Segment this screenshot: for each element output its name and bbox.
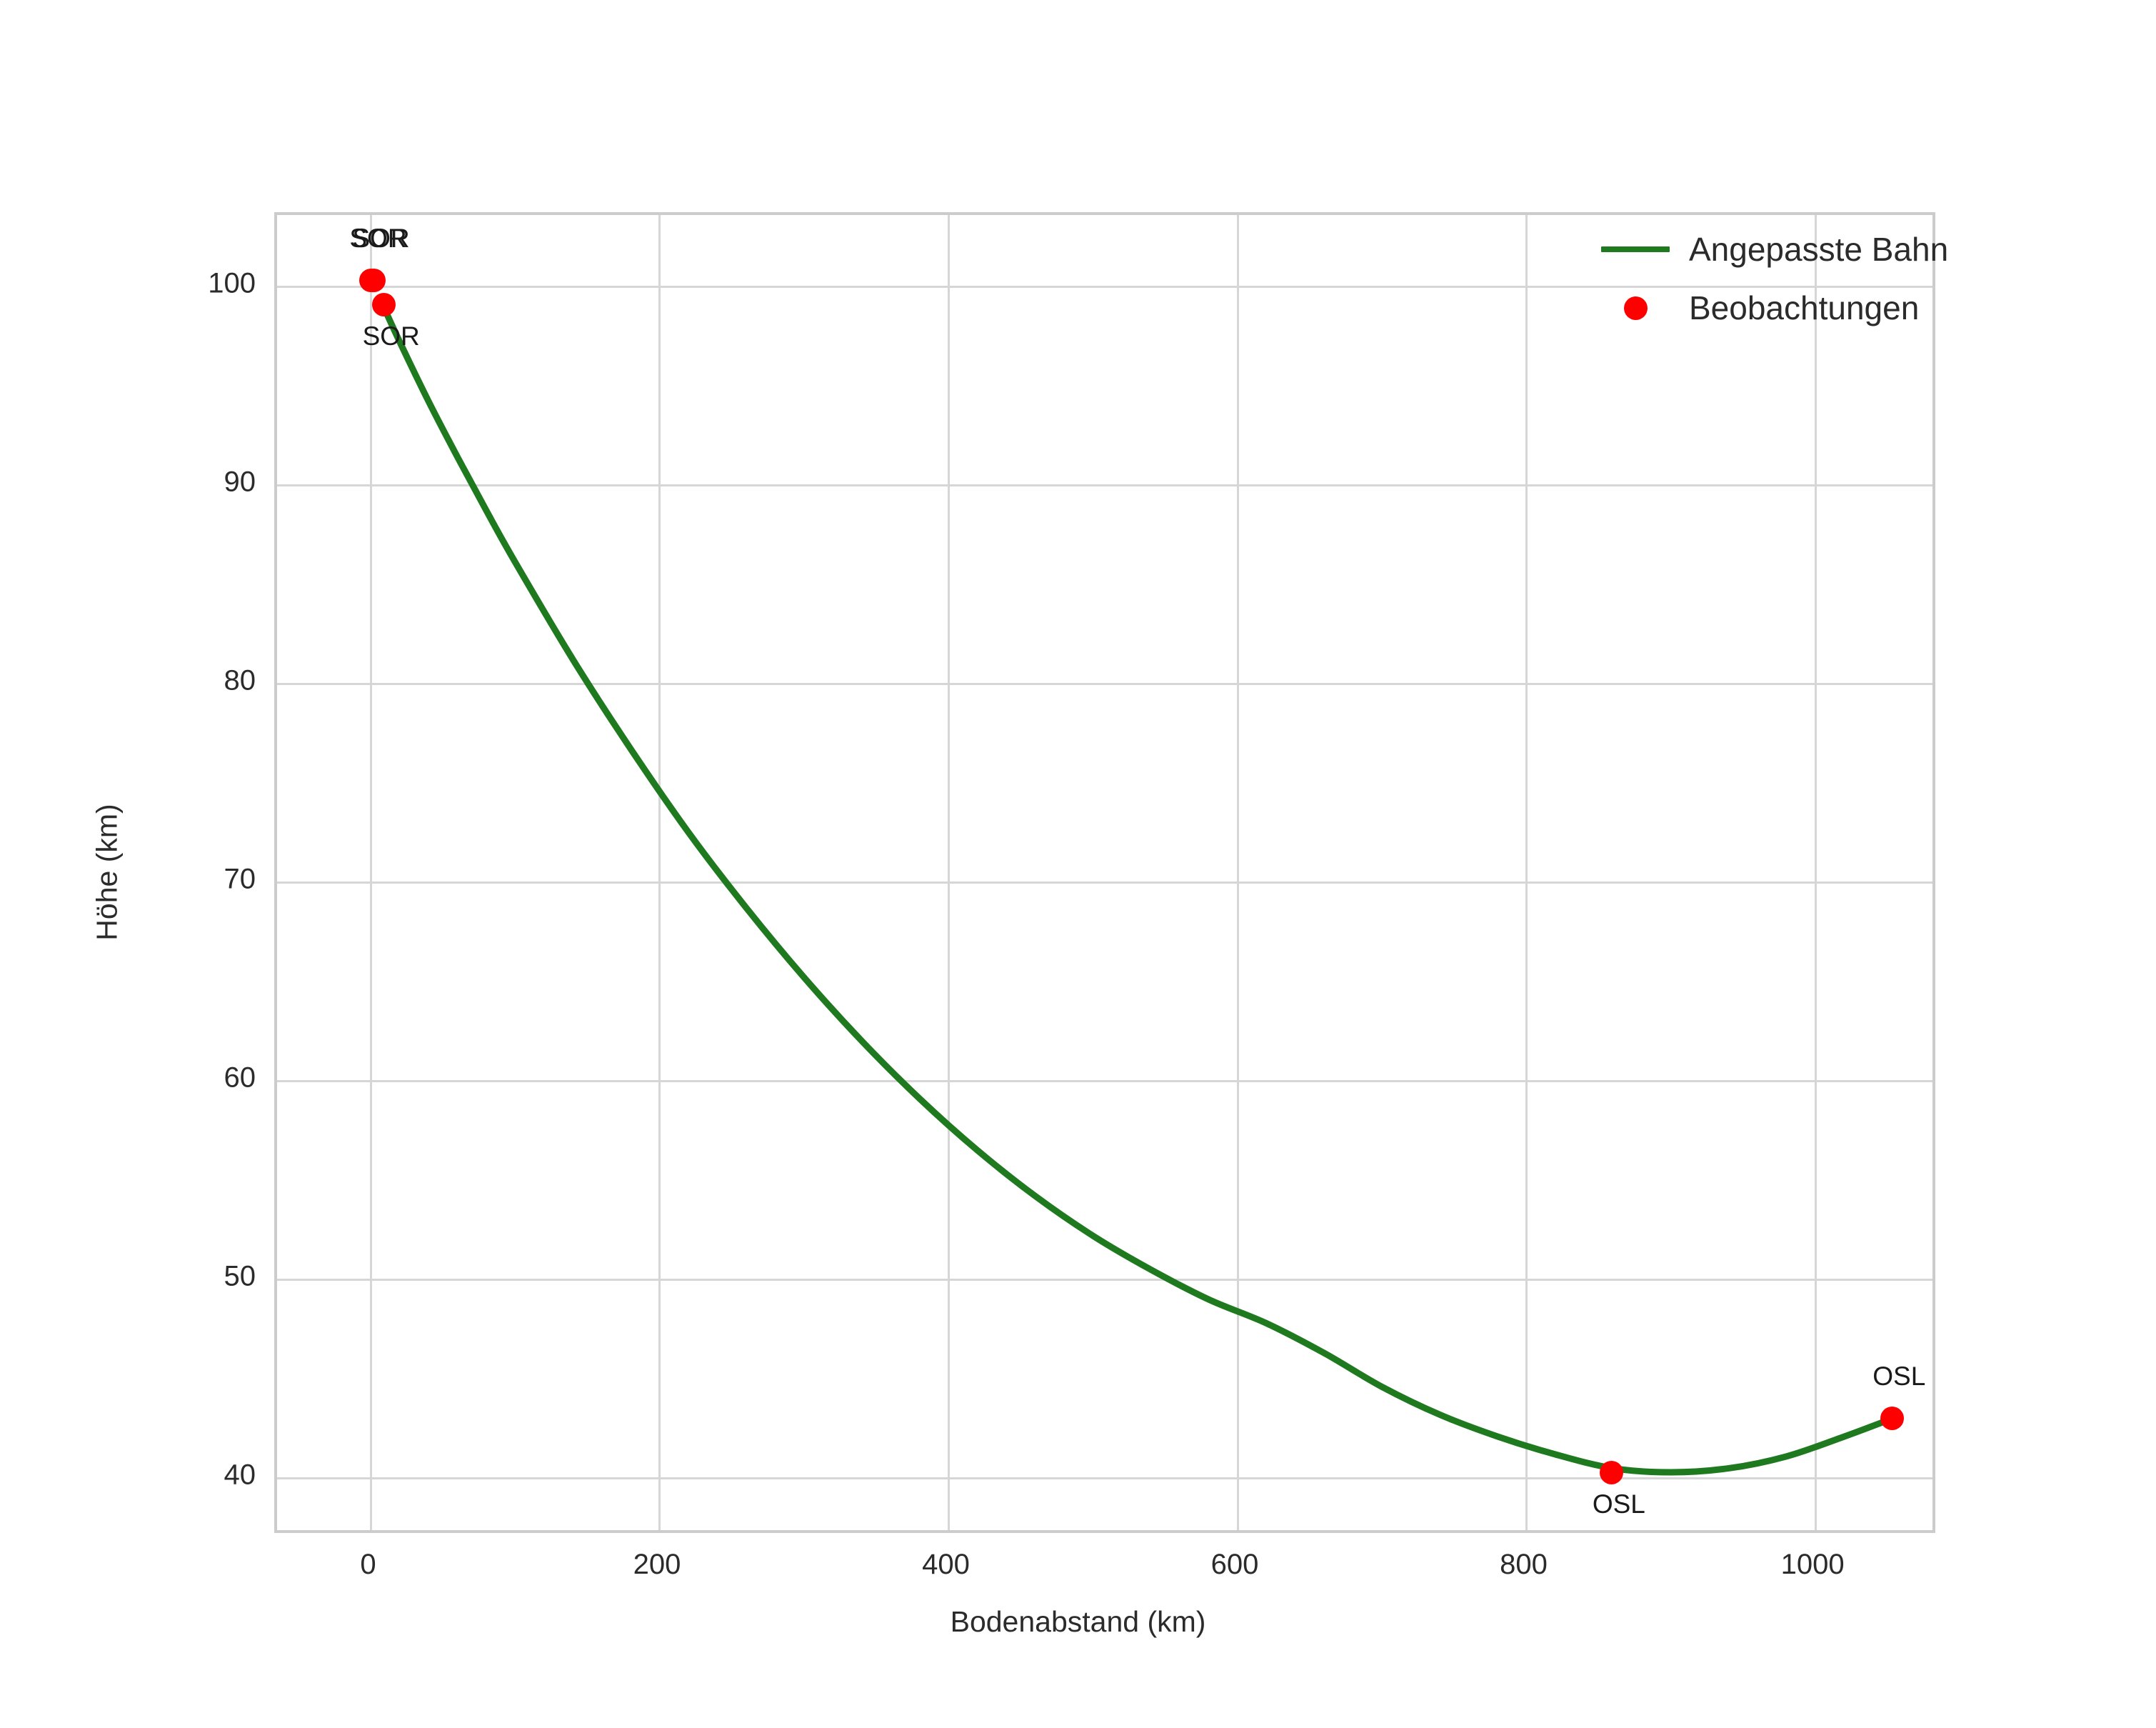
plot-area <box>274 212 1935 1533</box>
y-tick-label: 40 <box>224 1459 256 1491</box>
legend-line-swatch <box>1582 246 1689 252</box>
gridline-horizontal <box>277 1278 1932 1281</box>
legend-label: Angepasste Bahn <box>1689 231 1949 268</box>
fitted-trajectory-curve <box>379 301 1895 1476</box>
gridline-horizontal <box>277 682 1932 685</box>
chart-legend: Angepasste Bahn Beobachtungen <box>1582 230 1948 327</box>
x-tick-label: 0 <box>360 1549 376 1580</box>
gridline-vertical <box>658 215 661 1530</box>
observation-marker[interactable] <box>1880 1407 1904 1431</box>
x-tick-label: 200 <box>633 1549 681 1580</box>
y-tick-label: 60 <box>224 1062 256 1094</box>
observation-marker[interactable] <box>362 269 386 293</box>
x-tick-label: 1000 <box>1780 1549 1845 1580</box>
observation-label: SOR <box>352 223 410 253</box>
y-axis-label: Höhe (km) <box>90 804 124 941</box>
legend-entry-fitted-trajectory[interactable]: Angepasste Bahn <box>1582 230 1948 269</box>
x-tick-label: 600 <box>1210 1549 1259 1580</box>
y-tick-label: 90 <box>224 466 256 498</box>
plot-inner <box>277 215 1932 1530</box>
y-tick-label: 100 <box>208 267 256 299</box>
gridline-vertical <box>1525 215 1528 1530</box>
gridline-vertical <box>1236 215 1239 1530</box>
observation-label: OSL <box>1592 1489 1645 1519</box>
gridline-horizontal <box>277 1079 1932 1082</box>
observation-label: OSL <box>1872 1361 1926 1391</box>
y-tick-label: 50 <box>224 1260 256 1292</box>
gridline-vertical <box>948 215 950 1530</box>
gridline-horizontal <box>277 1477 1932 1479</box>
observation-label: SOR <box>349 223 407 253</box>
gridline-vertical <box>1814 215 1817 1530</box>
x-tick-label: 400 <box>922 1549 970 1580</box>
legend-entry-observations[interactable]: Beobachtungen <box>1582 289 1948 327</box>
gridline-horizontal <box>277 285 1932 288</box>
observation-marker[interactable] <box>372 292 396 316</box>
observation-label: SOR <box>362 321 420 351</box>
gridline-vertical <box>369 215 372 1530</box>
legend-label: Beobachtungen <box>1689 289 1920 326</box>
legend-marker-swatch <box>1582 296 1689 320</box>
gridline-horizontal <box>277 881 1932 884</box>
x-tick-label: 800 <box>1500 1549 1548 1580</box>
x-axis-label: Bodenabstand (km) <box>950 1605 1206 1638</box>
y-tick-label: 70 <box>224 863 256 895</box>
gridline-horizontal <box>277 484 1932 486</box>
y-tick-label: 80 <box>224 664 256 696</box>
observation-marker[interactable] <box>1600 1460 1624 1484</box>
